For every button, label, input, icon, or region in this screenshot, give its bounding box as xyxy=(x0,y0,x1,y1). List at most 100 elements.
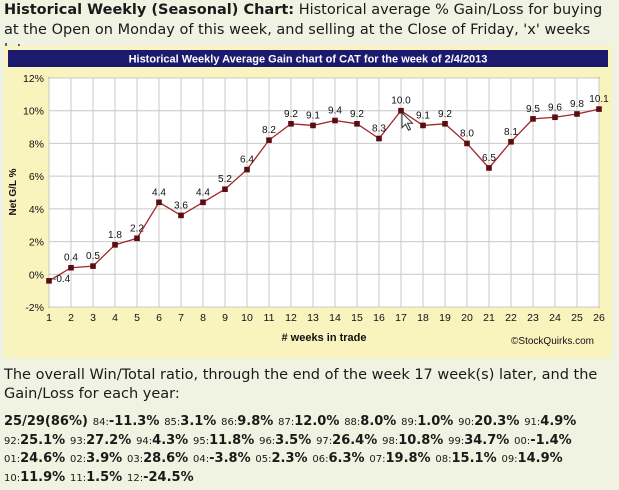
data-series: -0.4 0.4 0.5 1.8 2.2 4.4 3.6 4.4 5.2 6.4 8.2 9.2 9.1… xyxy=(46,94,609,285)
chart-title: Historical Weekly Average Gain chart of … xyxy=(129,54,488,66)
data-label: 9.6 xyxy=(548,102,562,113)
series-line xyxy=(48,108,600,282)
y-tick-label: 0% xyxy=(29,269,44,281)
x-tick-label: 8 xyxy=(200,312,206,324)
data-label: 9.8 xyxy=(570,99,584,110)
year-label: 89: xyxy=(401,417,418,428)
year-result: 08:15.1% xyxy=(435,451,497,466)
year-result: 07:19.8% xyxy=(369,451,431,466)
year-result: 09:14.9% xyxy=(501,451,562,466)
y-tick-label: 10% xyxy=(23,106,44,118)
year-gain: 24.6% xyxy=(20,451,66,466)
data-label: 2.2 xyxy=(130,223,144,234)
year-gain: 19.8% xyxy=(385,451,431,466)
mouse-cursor-icon xyxy=(401,111,414,131)
x-tick-label: 22 xyxy=(505,312,517,324)
year-result: 06:6.3% xyxy=(312,451,365,466)
year-gain: 1.0% xyxy=(417,414,454,429)
data-point xyxy=(178,212,184,219)
data-point xyxy=(310,122,316,129)
year-gain: 12.0% xyxy=(294,414,340,429)
plot-area xyxy=(48,77,600,308)
x-tick-label: 25 xyxy=(571,312,583,324)
data-label: 5.2 xyxy=(218,174,232,185)
data-label: 9.2 xyxy=(350,109,364,120)
data-label: 6.4 xyxy=(240,155,254,166)
data-point xyxy=(134,235,140,242)
data-label: 8.1 xyxy=(504,127,518,138)
year-gain: 3.5% xyxy=(275,432,312,448)
year-gain: 3.1% xyxy=(180,414,217,429)
year-gain: 2.3% xyxy=(271,451,308,466)
x-tick-label: 16 xyxy=(373,312,385,324)
year-label: 02: xyxy=(70,454,87,465)
year-result: 05:2.3% xyxy=(255,451,308,466)
x-tick-label: 13 xyxy=(307,312,319,324)
data-label: 10.1 xyxy=(589,94,609,105)
data-point xyxy=(68,264,74,271)
x-tick-label: 18 xyxy=(417,312,429,324)
year-label: 97: xyxy=(316,435,333,447)
year-gain: 26.4% xyxy=(332,432,378,448)
year-label: 92: xyxy=(4,435,21,447)
year-result: 00:-1.4% xyxy=(514,432,572,448)
year-label: 11: xyxy=(70,472,87,484)
year-gain: 11.9% xyxy=(20,469,66,485)
year-result: 87:12.0% xyxy=(278,414,340,429)
year-gain: 8.0% xyxy=(360,414,397,429)
year-result: 85:3.1% xyxy=(164,414,217,429)
watermark: ©StockQuirks.com xyxy=(511,336,594,347)
x-tick-label: 15 xyxy=(351,312,363,324)
data-point xyxy=(200,199,206,206)
x-tick-label: 14 xyxy=(329,312,341,324)
data-point xyxy=(244,166,250,173)
x-tick-label: 20 xyxy=(461,312,473,324)
data-point xyxy=(112,242,118,248)
year-label: 90: xyxy=(458,417,475,428)
data-point xyxy=(156,199,162,206)
data-point xyxy=(354,121,360,127)
year-label: 06: xyxy=(312,454,329,465)
year-gain: 15.1% xyxy=(451,451,497,466)
axis-ticks: -2%0%2%4%6%8%10%12%1 2 3 4 5 6 7 8 9 10 11 12 13 14 15… xyxy=(23,73,605,324)
x-tick-label: 6 xyxy=(156,312,162,324)
summary-text: The overall Win/Total ratio, through the… xyxy=(4,367,598,402)
year-result: 84:-11.3% xyxy=(93,414,160,429)
data-label: -0.4 xyxy=(53,274,71,285)
year-label: 00: xyxy=(514,435,531,447)
grid-lines xyxy=(48,77,600,308)
year-label: 96: xyxy=(259,435,276,447)
page-title: Historical Weekly (Seasonal) Chart: xyxy=(4,2,295,18)
year-gain: 6.3% xyxy=(328,451,365,466)
x-tick-label: 1 xyxy=(46,312,52,324)
year-gain: 27.2% xyxy=(86,432,132,448)
y-tick-label: 8% xyxy=(29,138,44,150)
year-result: 94:4.3% xyxy=(136,433,188,448)
data-point xyxy=(486,165,492,171)
year-label: 12: xyxy=(127,472,144,484)
data-point xyxy=(332,117,338,124)
year-gain: -1.4% xyxy=(530,432,572,448)
chart-svg: Historical Weekly Average Gain chart of … xyxy=(8,50,609,347)
year-result: 01:24.6% xyxy=(4,451,66,466)
year-label: 94: xyxy=(136,435,153,447)
x-tick-label: 5 xyxy=(134,312,140,324)
win-ratio: 25/29(86%) xyxy=(4,414,88,429)
year-label: 93: xyxy=(70,435,87,447)
x-tick-label: 7 xyxy=(178,312,184,324)
data-label: 9.5 xyxy=(526,104,540,115)
y-tick-label: -2% xyxy=(25,302,44,314)
y-tick-label: 4% xyxy=(29,204,44,216)
data-label: 9.2 xyxy=(438,109,452,120)
year-gain: -24.5% xyxy=(143,469,194,485)
x-tick-label: 11 xyxy=(264,312,275,324)
year-result: 98:10.8% xyxy=(382,433,443,448)
year-gain: 11.8% xyxy=(209,432,255,448)
x-tick-label: 2 xyxy=(68,312,74,324)
year-result: 96:3.5% xyxy=(259,432,312,448)
data-label: 9.2 xyxy=(284,109,298,120)
data-label: 4.4 xyxy=(196,187,210,198)
year-result: 93:27.2% xyxy=(70,432,132,448)
data-point xyxy=(90,263,96,269)
data-point xyxy=(530,116,536,122)
